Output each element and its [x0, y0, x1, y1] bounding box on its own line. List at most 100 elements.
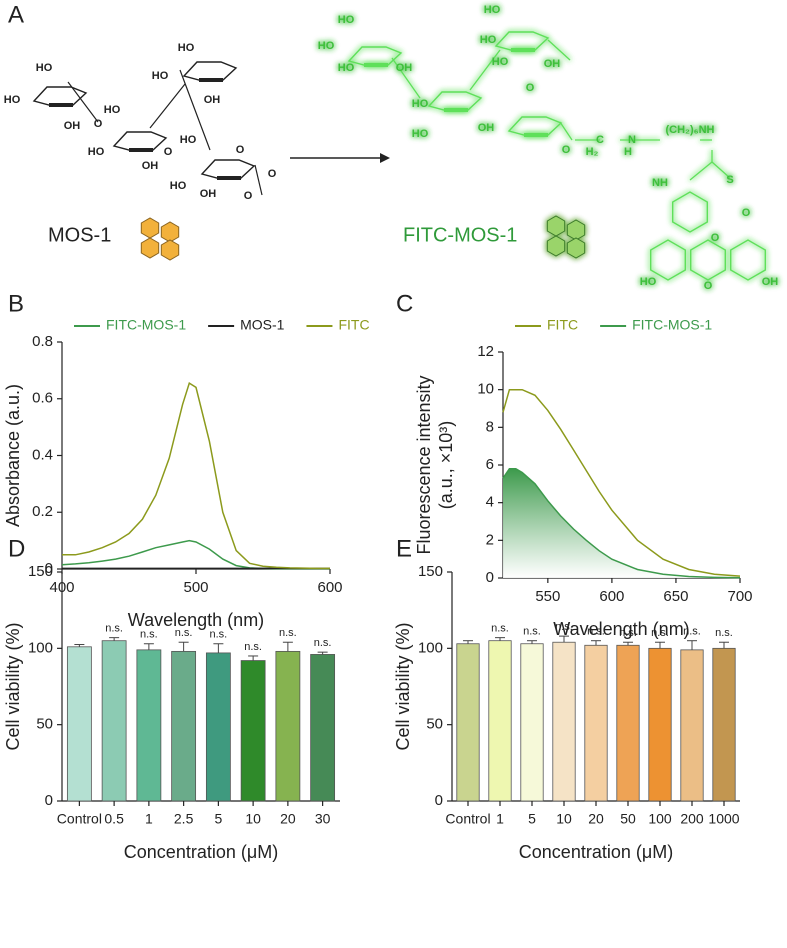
x-tick-label: 5 — [214, 811, 222, 827]
bar — [275, 650, 301, 802]
significance-label: n.s. — [210, 629, 228, 641]
hexagon-icon — [160, 239, 180, 261]
hexagon-icon — [566, 219, 586, 241]
bond — [179, 69, 211, 151]
hexagon-icon — [140, 217, 160, 239]
x-axis-title: Wavelength (nm) — [553, 619, 689, 639]
y-tick-label: 100 — [418, 639, 443, 656]
bond — [689, 161, 713, 181]
bar — [520, 643, 544, 802]
structure-label: O — [742, 207, 751, 219]
x-tick-label: 550 — [535, 588, 560, 605]
y-tick-label: 2 — [486, 531, 494, 548]
hexagon-icon — [546, 235, 566, 257]
y-tick-label: 50 — [36, 716, 53, 733]
y-tick-label: 12 — [477, 343, 494, 360]
x-tick-label: 30 — [315, 811, 331, 827]
y-tick-label: 0 — [486, 569, 494, 586]
bar — [101, 640, 127, 802]
x-tick-label: 700 — [727, 588, 752, 605]
aromatic-ring — [730, 239, 766, 281]
y-tick-label: 0.2 — [32, 503, 53, 520]
bond — [559, 121, 573, 141]
structure-label: H — [624, 146, 632, 158]
y-tick-label: 0 — [45, 560, 53, 577]
charts: B 0 0.2 0.4 0.6 0.8 Wavelength (nm) Absorbance … — [3, 290, 753, 861]
significance-label: n.s. — [244, 641, 262, 653]
structure-label: HO — [338, 14, 355, 26]
legend-label: FITC-MOS-1 — [632, 317, 712, 333]
x-tick-label: 0.5 — [104, 811, 124, 827]
significance-label: n.s. — [314, 637, 332, 649]
bar — [616, 644, 640, 802]
x-tick-label: Control — [57, 811, 102, 827]
significance-label: n.s. — [619, 627, 637, 639]
x-tick-label: 2.5 — [174, 811, 194, 827]
legend-label: FITC — [338, 317, 369, 333]
structure-label: HO — [318, 40, 335, 52]
arrow-head — [380, 153, 390, 163]
x-tick-label: 1000 — [708, 811, 739, 827]
chart: B 0 0.2 0.4 0.6 0.8 Wavelength (nm) Absorbance … — [3, 290, 370, 629]
aromatic-ring — [672, 191, 708, 233]
line — [502, 468, 741, 579]
y-tick-label: 4 — [486, 494, 494, 511]
structure-label: OH — [64, 120, 81, 132]
bar — [205, 652, 231, 802]
x-tick-label: 650 — [663, 588, 688, 605]
y-axis-title: Fluorescence intensity — [414, 375, 434, 554]
sugar-ring — [112, 131, 168, 151]
aromatic-ring — [650, 239, 686, 281]
hexagon-icon — [566, 237, 586, 259]
line — [61, 539, 330, 570]
significance-label: n.s. — [683, 626, 701, 638]
structure-label: O — [94, 118, 103, 130]
y-axis-title: (a.u., ×10³) — [436, 421, 456, 510]
hexagon-icon — [140, 237, 160, 259]
panel-label: C — [396, 290, 413, 317]
sugar-ring — [182, 61, 238, 81]
significance-label: n.s. — [555, 621, 573, 633]
significance-label: n.s. — [491, 623, 509, 635]
y-tick-label: 0.8 — [32, 333, 53, 350]
chart: C 0 2 4 6 8 10 12 Wavelength (nm) Fluorescence in… — [396, 290, 753, 638]
structure-label: OH — [478, 122, 495, 134]
bar — [66, 646, 92, 802]
structure-label: HO — [180, 134, 197, 146]
bond — [149, 83, 186, 129]
x-tick-label: 10 — [556, 811, 572, 827]
significance-label: n.s. — [105, 623, 123, 635]
hexagon-icon — [160, 221, 180, 243]
bond — [254, 164, 263, 196]
x-tick-label: 20 — [280, 811, 296, 827]
structure-label: OH — [396, 62, 413, 74]
panel-label: D — [8, 535, 25, 562]
structure-label: OH — [544, 58, 561, 70]
x-tick-label: 5 — [528, 811, 536, 827]
compound-name: MOS-1 — [48, 224, 111, 246]
y-tick-label: 50 — [426, 716, 443, 733]
bond — [711, 161, 731, 179]
hexagon-icon — [546, 215, 566, 237]
y-axis-title: Absorbance (a.u.) — [3, 384, 23, 527]
x-tick-label: 500 — [183, 579, 208, 596]
structure-label: O — [562, 144, 571, 156]
structure-label: HO — [178, 42, 195, 54]
panel-label: E — [396, 535, 412, 562]
y-tick-label: 0 — [435, 792, 443, 809]
structure-label: HO — [640, 276, 657, 288]
x-tick-label: 600 — [317, 579, 342, 596]
bar — [712, 647, 736, 802]
structure-label: NH — [652, 177, 668, 189]
sugar-ring — [200, 159, 256, 179]
x-tick-label: 600 — [599, 588, 624, 605]
sugar-ring — [507, 116, 563, 136]
structure-label: C — [596, 134, 604, 146]
legend-label: FITC-MOS-1 — [106, 317, 186, 333]
structure-label: O — [711, 232, 720, 244]
significance-label: n.s. — [523, 626, 541, 638]
y-tick-label: 0 — [45, 792, 53, 809]
bar — [240, 660, 266, 802]
